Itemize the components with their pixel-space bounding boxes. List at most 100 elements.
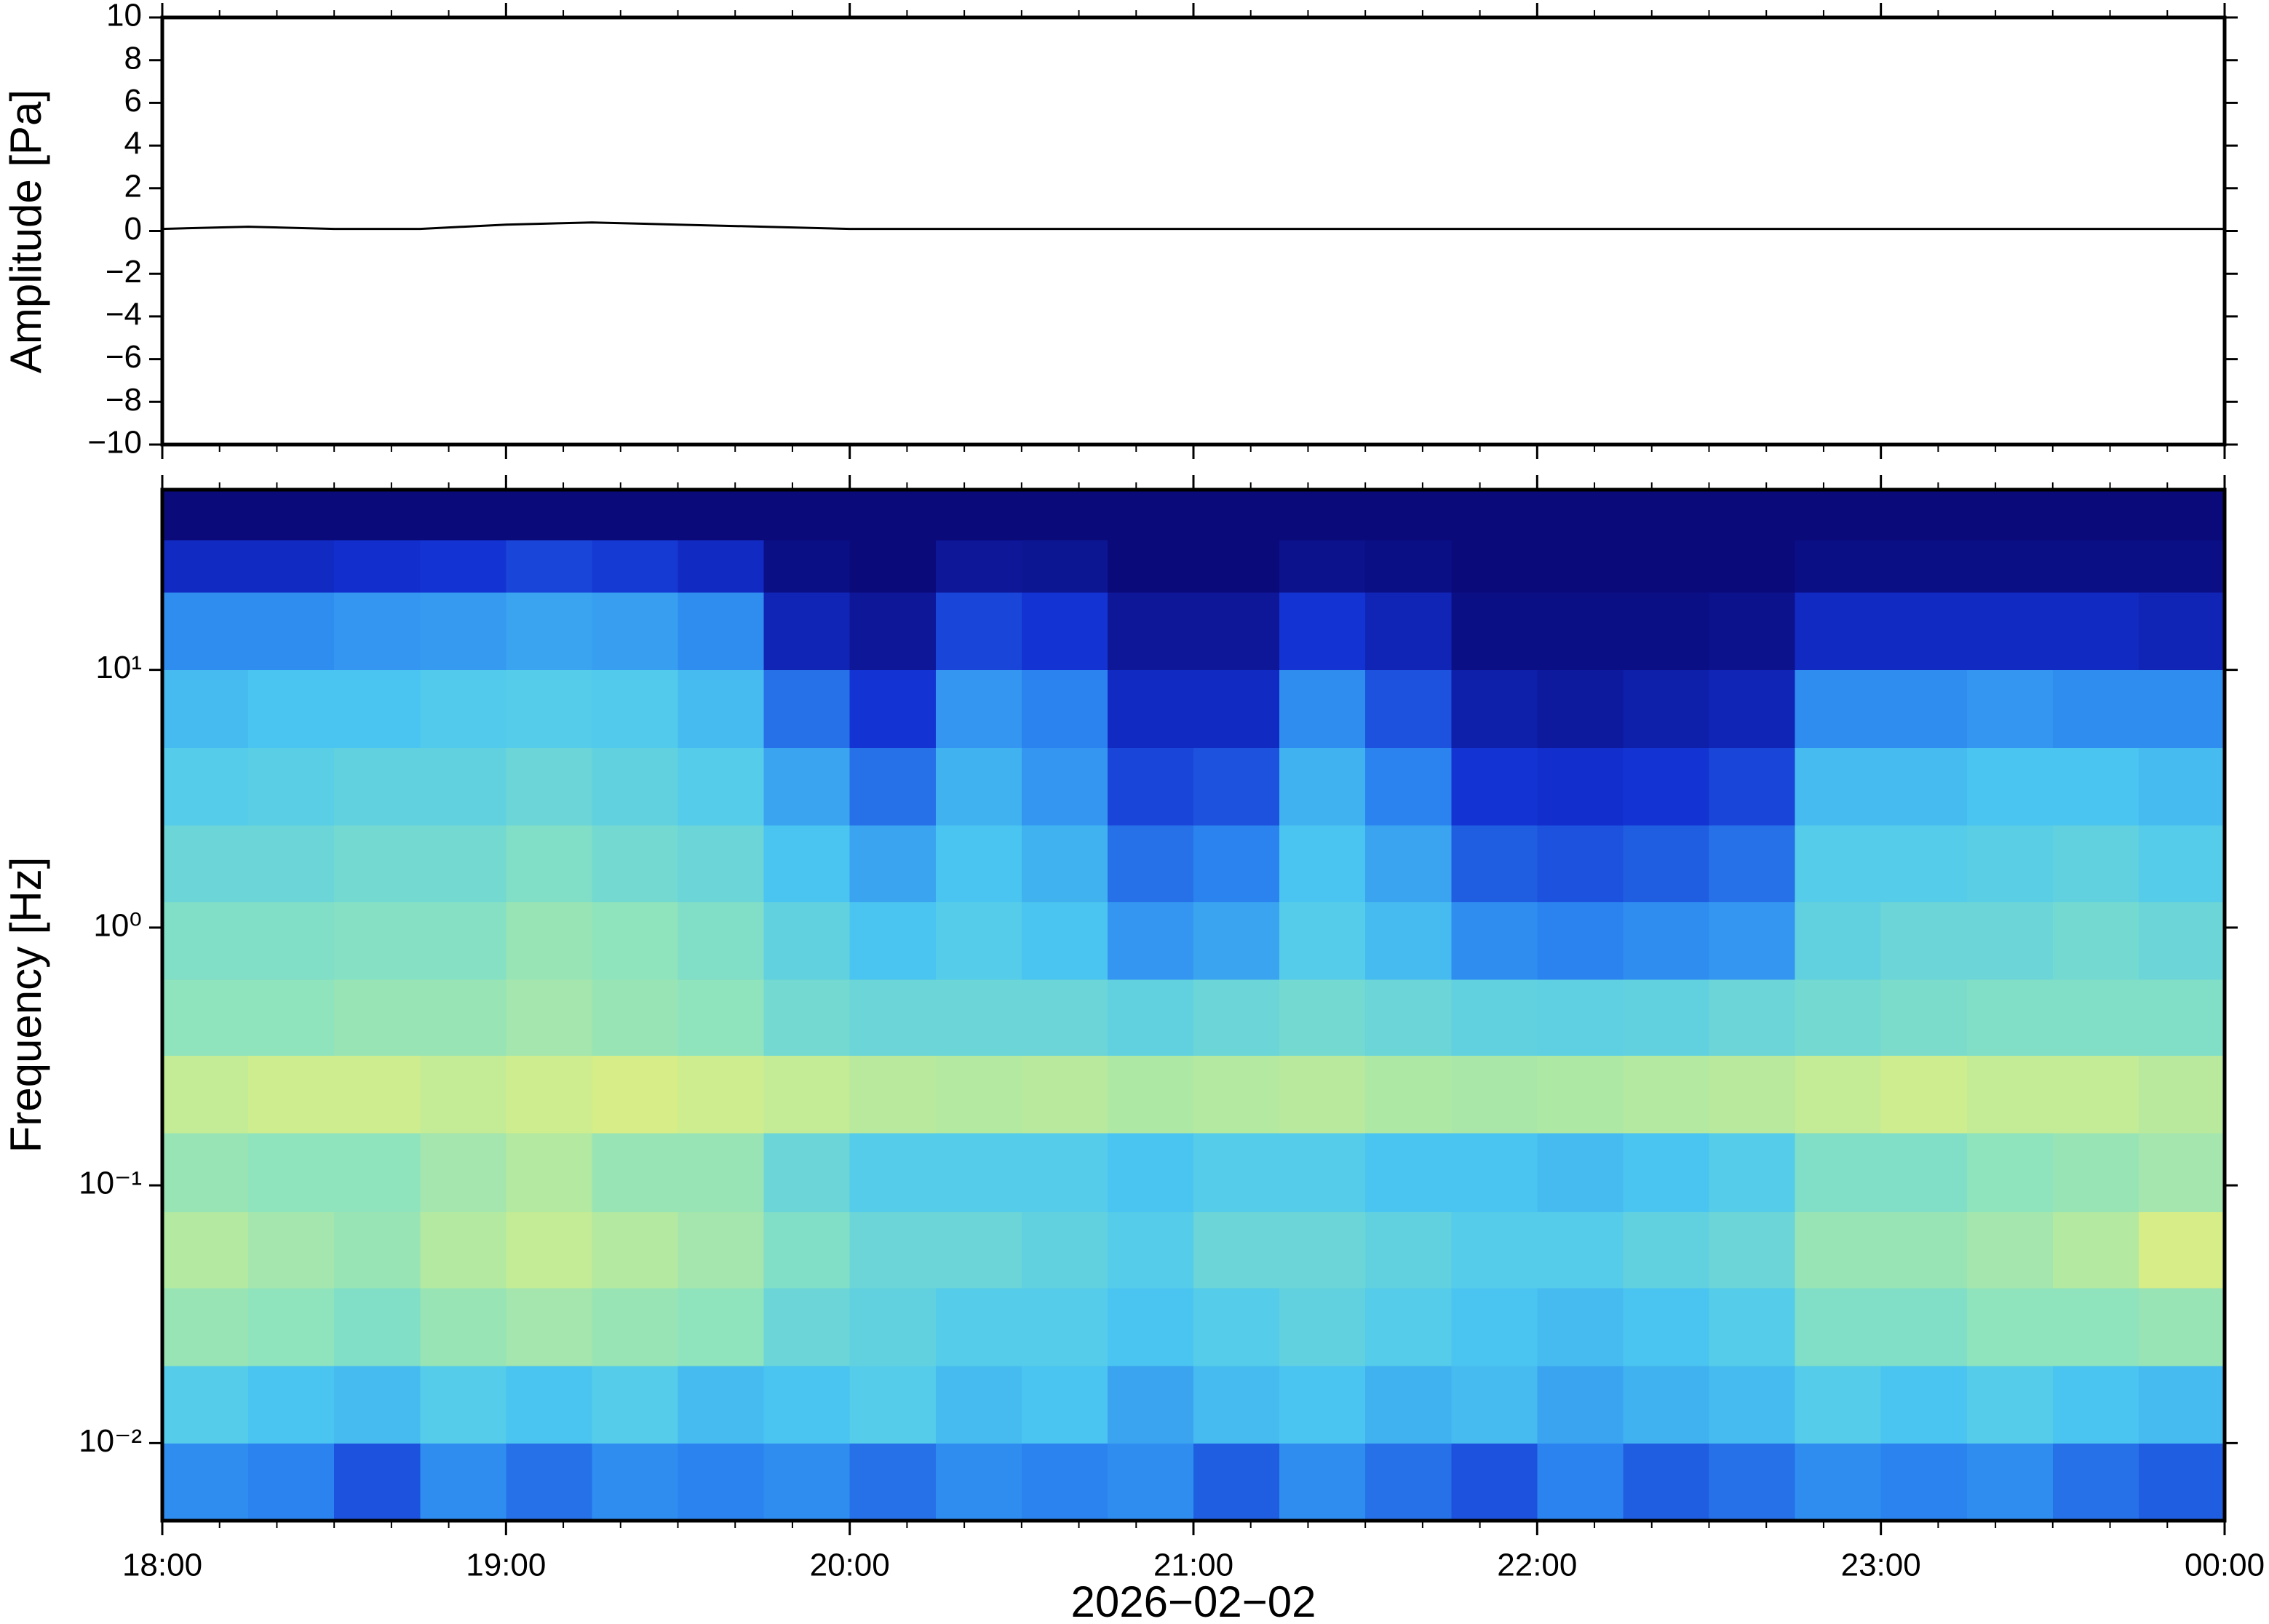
spectrogram-cell (1880, 824, 1968, 902)
spectrogram-cell (935, 1132, 1022, 1212)
spectrogram-cell (763, 901, 851, 980)
spectrogram-cell (334, 824, 421, 902)
spectrogram-cell (1795, 539, 1882, 593)
spectrogram-cell (677, 1288, 765, 1366)
spectrogram-cell (1193, 901, 1280, 980)
spectrogram-cell (849, 747, 937, 826)
spectrogram-cell (420, 539, 506, 593)
spectrogram-cell (162, 592, 249, 671)
spectrogram-cell (1279, 1132, 1366, 1212)
spectrogram-cell (763, 669, 851, 748)
spectrogram-cell (506, 1055, 593, 1134)
spectrogram-cell (334, 539, 421, 593)
spectrogram-cell (506, 979, 593, 1056)
spectrogram-cell (1537, 901, 1624, 980)
spectrogram-cell (935, 539, 1022, 593)
spectrogram-cell (248, 901, 335, 980)
spectrogram-cell (1193, 747, 1280, 826)
spectrogram-cell (1709, 1211, 1796, 1289)
spectrogram-cell (1623, 979, 1710, 1056)
spectrogram-cell (1709, 1055, 1796, 1134)
spectrogram-cell (1537, 747, 1624, 826)
spectrogram-cell (1966, 747, 2054, 826)
spectrogram-cell (1451, 747, 1538, 826)
spectrogram-cell (1966, 901, 2054, 980)
y-tick-label: −6 (106, 339, 142, 375)
spectrogram-cell (420, 1288, 506, 1366)
spectrogram-cell (1021, 1132, 1108, 1212)
spectrogram-cell (1021, 1055, 1108, 1134)
spectrogram-cell (1623, 1365, 1710, 1444)
spectrogram-cell (1709, 1443, 1796, 1521)
spectrogram-cell (1365, 539, 1452, 593)
spectrogram-cell (1709, 592, 1796, 671)
spectrogram-cell (334, 490, 421, 541)
spectrogram-cell (1537, 592, 1624, 671)
spectrogram-cell (162, 1365, 249, 1444)
spectrogram-cell (935, 824, 1022, 902)
spectrogram-cell (763, 1211, 851, 1289)
spectrogram-cell (1279, 901, 1366, 980)
spectrogram-cell (248, 979, 335, 1056)
spectrogram-cell (1709, 1132, 1796, 1212)
spectrogram-cell (506, 1132, 593, 1212)
spectrogram-cell (1966, 669, 2054, 748)
spectrogram-cell (1451, 539, 1538, 593)
spectrogram-cell (334, 1365, 421, 1444)
spectrogram-cell (1795, 1132, 1882, 1212)
plot-frame (160, 15, 2227, 447)
spectrogram-cell (1279, 747, 1366, 826)
y-tick-label: 10¹ (95, 650, 142, 685)
spectrogram-cell (1021, 979, 1108, 1056)
spectrogram-cell (1107, 1211, 1194, 1289)
spectrogram-cell (1623, 901, 1710, 980)
spectrogram-cell (1537, 1055, 1624, 1134)
spectrogram-cell (1623, 1132, 1710, 1212)
spectrogram-cell (2052, 824, 2139, 902)
spectrogram-cell (1279, 1288, 1366, 1366)
spectrogram-cell (1451, 901, 1538, 980)
spectrogram-cell (935, 592, 1022, 671)
spectrogram-cell (763, 1443, 851, 1521)
spectrogram-cell (1966, 824, 2054, 902)
spectrogram-cell (1193, 539, 1280, 593)
spectrogram-cell (1537, 1132, 1624, 1212)
spectrogram-cell (677, 1055, 765, 1134)
spectrogram-cell (248, 669, 335, 748)
spectrogram-cell (1365, 1365, 1452, 1444)
y-axis-label: Frequency [Hz] (1, 857, 50, 1153)
spectrogram-cell (506, 1365, 593, 1444)
spectrogram-cell (1537, 1365, 1624, 1444)
spectrogram-cell (2138, 1365, 2225, 1444)
spectrogram-cell (1966, 979, 2054, 1056)
spectrogram-cell (677, 979, 765, 1056)
spectrogram-cell (1451, 592, 1538, 671)
spectrogram-cell (162, 1288, 249, 1366)
spectrogram-cell (420, 1211, 506, 1289)
spectrogram-cell (1451, 979, 1538, 1056)
spectrogram-cell (1966, 1443, 2054, 1521)
spectrogram-cell (1365, 1443, 1452, 1521)
spectrogram-cell (162, 1211, 249, 1289)
spectrogram-cell (1451, 1443, 1538, 1521)
spectrogram-cell (1021, 539, 1108, 593)
spectrogram-cell (1021, 592, 1108, 671)
spectrogram-cell (1365, 979, 1452, 1056)
spectrogram-cell (1795, 747, 1882, 826)
spectrogram-cell (1021, 1211, 1108, 1289)
x-axis-label: 2026−02−02 (1070, 1577, 1316, 1624)
spectrogram-cell (1451, 1211, 1538, 1289)
spectrogram-cell (1709, 824, 1796, 902)
spectrogram-cell (1880, 669, 1968, 748)
spectrogram-cell (248, 539, 335, 593)
spectrogram-cell (2138, 1443, 2225, 1521)
spectrogram-cell (506, 539, 593, 593)
x-tick-label: 22:00 (1497, 1548, 1577, 1583)
spectrogram-cell (763, 490, 851, 541)
spectrogram-cell (1795, 1443, 1882, 1521)
spectrogram-cell (2052, 539, 2139, 593)
spectrogram-cell (1021, 824, 1108, 902)
spectrogram-cell (677, 901, 765, 980)
spectrogram-cell (1279, 1443, 1366, 1521)
spectrogram-cell (1107, 1288, 1194, 1366)
